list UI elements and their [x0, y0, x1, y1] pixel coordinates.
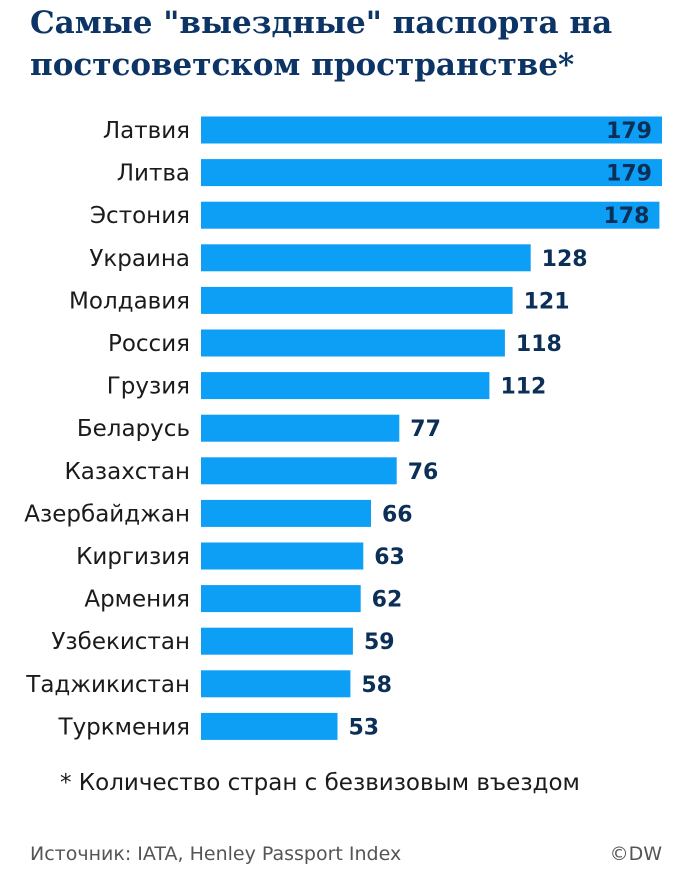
category-label: Грузия: [107, 374, 190, 400]
category-label: Армения: [84, 587, 190, 613]
bar: [201, 457, 397, 485]
value-label: 62: [372, 588, 403, 613]
chart-title: Самые "выездные" паспорта на постсоветск…: [30, 5, 613, 83]
bar: [201, 542, 364, 570]
value-label: 77: [410, 417, 441, 442]
source-note: Источник: IATA, Henley Passport Index: [30, 843, 402, 865]
value-label: 179: [606, 162, 652, 187]
value-label: 178: [603, 204, 649, 229]
category-label: Литва: [117, 161, 190, 187]
category-label: Украина: [89, 246, 190, 272]
value-label: 76: [408, 460, 439, 485]
bar: [201, 201, 660, 229]
value-label: 179: [606, 119, 652, 144]
category-label: Молдавия: [69, 288, 190, 314]
category-label: Беларусь: [77, 416, 190, 442]
bar: [201, 585, 361, 613]
value-label: 63: [374, 545, 405, 570]
value-label: 58: [361, 673, 392, 698]
bar: [201, 712, 338, 740]
bar-chart: Латвия 179 Литва 179 Эстония 178 Украина 128 Мол…: [24, 116, 662, 740]
bar: [201, 329, 505, 357]
footnote: * Количество стран с безвизовым въездом: [60, 770, 580, 796]
bar: [201, 627, 353, 655]
bar: [201, 372, 490, 400]
category-label: Казахстан: [64, 459, 190, 485]
bar: [201, 159, 662, 187]
bar: [201, 499, 371, 527]
value-label: 121: [524, 289, 570, 314]
credit-logo: ©DW: [609, 843, 662, 865]
bar: [201, 286, 513, 314]
category-label: Россия: [108, 331, 190, 357]
category-label: Таджикистан: [25, 672, 190, 698]
value-label: 118: [516, 332, 562, 357]
bar: [201, 670, 351, 698]
category-label: Азербайджан: [24, 501, 190, 527]
category-label: Эстония: [90, 203, 190, 229]
bar: [201, 414, 400, 442]
category-label: Киргизия: [76, 544, 190, 570]
bar: [201, 116, 662, 144]
value-label: 59: [364, 630, 395, 655]
category-label: Латвия: [103, 118, 190, 144]
category-label: Узбекистан: [51, 629, 190, 655]
value-label: 112: [500, 375, 546, 400]
value-label: 66: [382, 502, 413, 527]
value-label: 53: [348, 715, 379, 740]
bar: [201, 244, 531, 272]
category-label: Туркмения: [58, 714, 190, 740]
value-label: 128: [542, 247, 588, 272]
